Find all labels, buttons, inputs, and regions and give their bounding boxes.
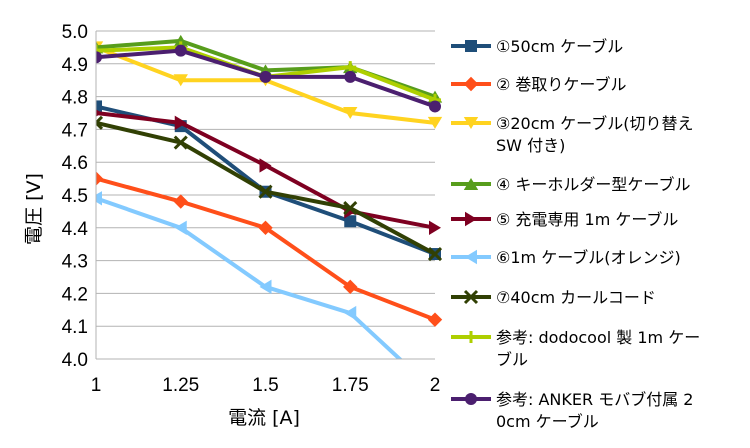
series-6: [96, 191, 403, 359]
data-point: [96, 115, 104, 130]
legend-label: 参考: ANKER モバブ付属 2: [496, 390, 693, 409]
data-point: [173, 34, 188, 47]
legend-label: ①50cm ケーブル: [496, 37, 623, 56]
x-tick-label: 1.5: [252, 375, 278, 396]
legend-label: ③20cm ケーブル(切り替え: [496, 114, 693, 133]
legend-label: ⑦40cm カールコード: [496, 288, 656, 307]
axes: [95, 31, 435, 360]
data-point: [258, 220, 273, 235]
data-point: [96, 100, 102, 113]
legend-label: ② 巻取りケーブル: [496, 75, 626, 94]
series-group: [96, 34, 443, 359]
y-tick-label: 4.3: [62, 252, 88, 273]
legend-label: ⑥1m ケーブル(オレンジ): [496, 248, 681, 267]
y-tick-label: 4.6: [62, 153, 88, 174]
legend-entry: 参考: dodocool 製 1m ケーブル: [451, 328, 700, 369]
data-point: [344, 215, 357, 228]
data-point: [344, 305, 357, 321]
x-axis-ticks: 1 1.25 1.5 1.75 2: [91, 375, 441, 396]
legend-label: 参考: dodocool 製 1m ケー: [496, 328, 700, 347]
y-tick-label: 5.0: [62, 22, 88, 43]
data-point: [259, 70, 272, 83]
data-point: [173, 135, 188, 150]
data-point: [343, 201, 358, 216]
series-9: [96, 44, 441, 113]
legend-marker: [465, 40, 477, 52]
y-tick-label: 4.5: [62, 186, 88, 207]
data-point: [173, 194, 188, 209]
data-point: [427, 312, 443, 327]
y-tick-label: 4.7: [62, 120, 88, 141]
y-axis-title: 電圧 [V]: [23, 173, 45, 245]
legend-entry: 参考: ANKER モバブ付属 2 0cm ケーブル: [451, 390, 693, 431]
data-point: [96, 44, 102, 57]
legend-label: 0cm ケーブル: [496, 412, 599, 431]
y-tick-label: 4.2: [62, 284, 88, 305]
data-point: [429, 100, 441, 113]
data-point: [427, 246, 443, 262]
legend-entry: ② 巻取りケーブル: [451, 75, 626, 94]
x-tick-label: 1.75: [332, 375, 369, 396]
data-point: [258, 184, 273, 199]
x-tick-label: 1: [91, 375, 102, 396]
data-point: [173, 74, 188, 87]
data-point: [96, 171, 104, 186]
data-point: [96, 51, 102, 64]
legend-marker: [463, 178, 479, 190]
data-point: [343, 107, 358, 119]
series-7: [96, 115, 443, 262]
y-tick-label: 4.4: [62, 219, 89, 240]
data-point: [344, 70, 357, 83]
legend-entry: ①50cm ケーブル: [451, 37, 623, 56]
data-point: [174, 44, 187, 57]
x-tick-label: 1.25: [162, 375, 199, 396]
legend-label: ブル: [496, 350, 528, 369]
data-point: [174, 115, 187, 131]
legend-marker: [463, 289, 479, 305]
legend-entry: ③20cm ケーブル(切り替え SW 付き): [451, 114, 693, 155]
x-tick-label: 2: [430, 375, 441, 396]
legend: ①50cm ケーブル ② 巻取りケーブル ③20cm ケーブル(切り替え SW 付き)…: [451, 37, 700, 431]
data-point: [427, 116, 443, 129]
series-5: [96, 109, 441, 235]
data-point: [343, 279, 358, 295]
y-tick-label: 4.9: [62, 55, 88, 76]
data-point: [96, 109, 102, 117]
data-point: [259, 279, 272, 295]
series-1: [96, 100, 441, 261]
y-tick-label: 4.1: [62, 317, 88, 338]
series-2: [96, 171, 443, 327]
legend-marker: [465, 249, 477, 265]
legend-entry: ④ キーホルダー型ケーブル: [451, 175, 690, 194]
y-tick-label: 4.0: [62, 350, 88, 371]
legend-entry: ⑦40cm カールコード: [451, 288, 656, 307]
legend-entry: ⑤ 充電専用 1m ケーブル: [451, 210, 678, 229]
legend-marker: [465, 393, 477, 405]
data-point: [429, 220, 441, 235]
data-point: [259, 158, 272, 173]
legend-entry: ⑥1m ケーブル(オレンジ): [451, 248, 681, 267]
y-tick-label: 4.8: [62, 88, 88, 109]
y-axis-ticks: 4.0 4.1 4.2 4.3 4.4 4.5 4.6 4.7 4.8 4.9 5.0: [62, 22, 89, 371]
legend-marker: [463, 117, 479, 129]
x-axis-title: 電流 [A]: [228, 407, 300, 429]
legend-marker: [465, 211, 477, 227]
legend-label: ④ キーホルダー型ケーブル: [496, 175, 690, 194]
legend-marker: [465, 331, 477, 343]
legend-marker: [463, 76, 479, 92]
series-line: [96, 176, 436, 322]
data-point: [96, 191, 102, 206]
legend-label: ⑤ 充電専用 1m ケーブル: [496, 210, 678, 229]
data-point: [174, 220, 187, 235]
series-line: [96, 111, 436, 230]
legend-label: SW 付き): [496, 136, 565, 155]
